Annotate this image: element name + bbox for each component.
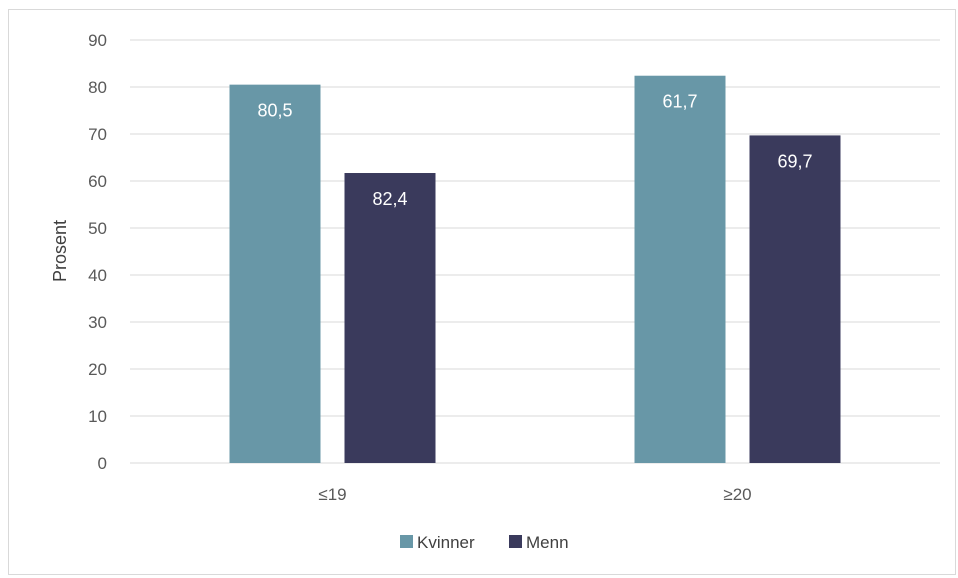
data-label: 82,4 [372,189,407,209]
x-axis-ticks: ≤19 ≥20 [318,485,751,504]
x-tick-label: ≥20 [723,485,751,504]
legend-label-kvinner: Kvinner [417,533,475,552]
bar-kvinner [634,75,726,463]
data-label: 69,7 [777,151,812,171]
y-tick-label: 60 [88,172,107,191]
x-tick-label: ≤19 [318,485,346,504]
data-label: 80,5 [257,101,292,121]
y-tick-label: 50 [88,219,107,238]
y-tick-label: 90 [88,31,107,50]
legend: Kvinner Menn [400,533,569,552]
y-tick-label: 30 [88,313,107,332]
y-tick-label: 20 [88,360,107,379]
data-label: 61,7 [662,92,697,112]
y-tick-label: 40 [88,266,107,285]
y-tick-label: 70 [88,125,107,144]
bar-menn [344,173,436,463]
legend-swatch-kvinner [400,535,413,548]
legend-label-menn: Menn [526,533,569,552]
y-axis-title: Prosent [50,220,70,282]
bar-menn [749,135,841,463]
bars: 80,5 82,4 61,7 69,7 [229,75,841,464]
y-axis-ticks: 0 10 20 30 40 50 60 70 80 90 [88,31,107,473]
y-tick-label: 10 [88,407,107,426]
bar-kvinner [229,84,321,464]
y-tick-label: 0 [98,454,107,473]
y-tick-label: 80 [88,78,107,97]
legend-swatch-menn [509,535,522,548]
